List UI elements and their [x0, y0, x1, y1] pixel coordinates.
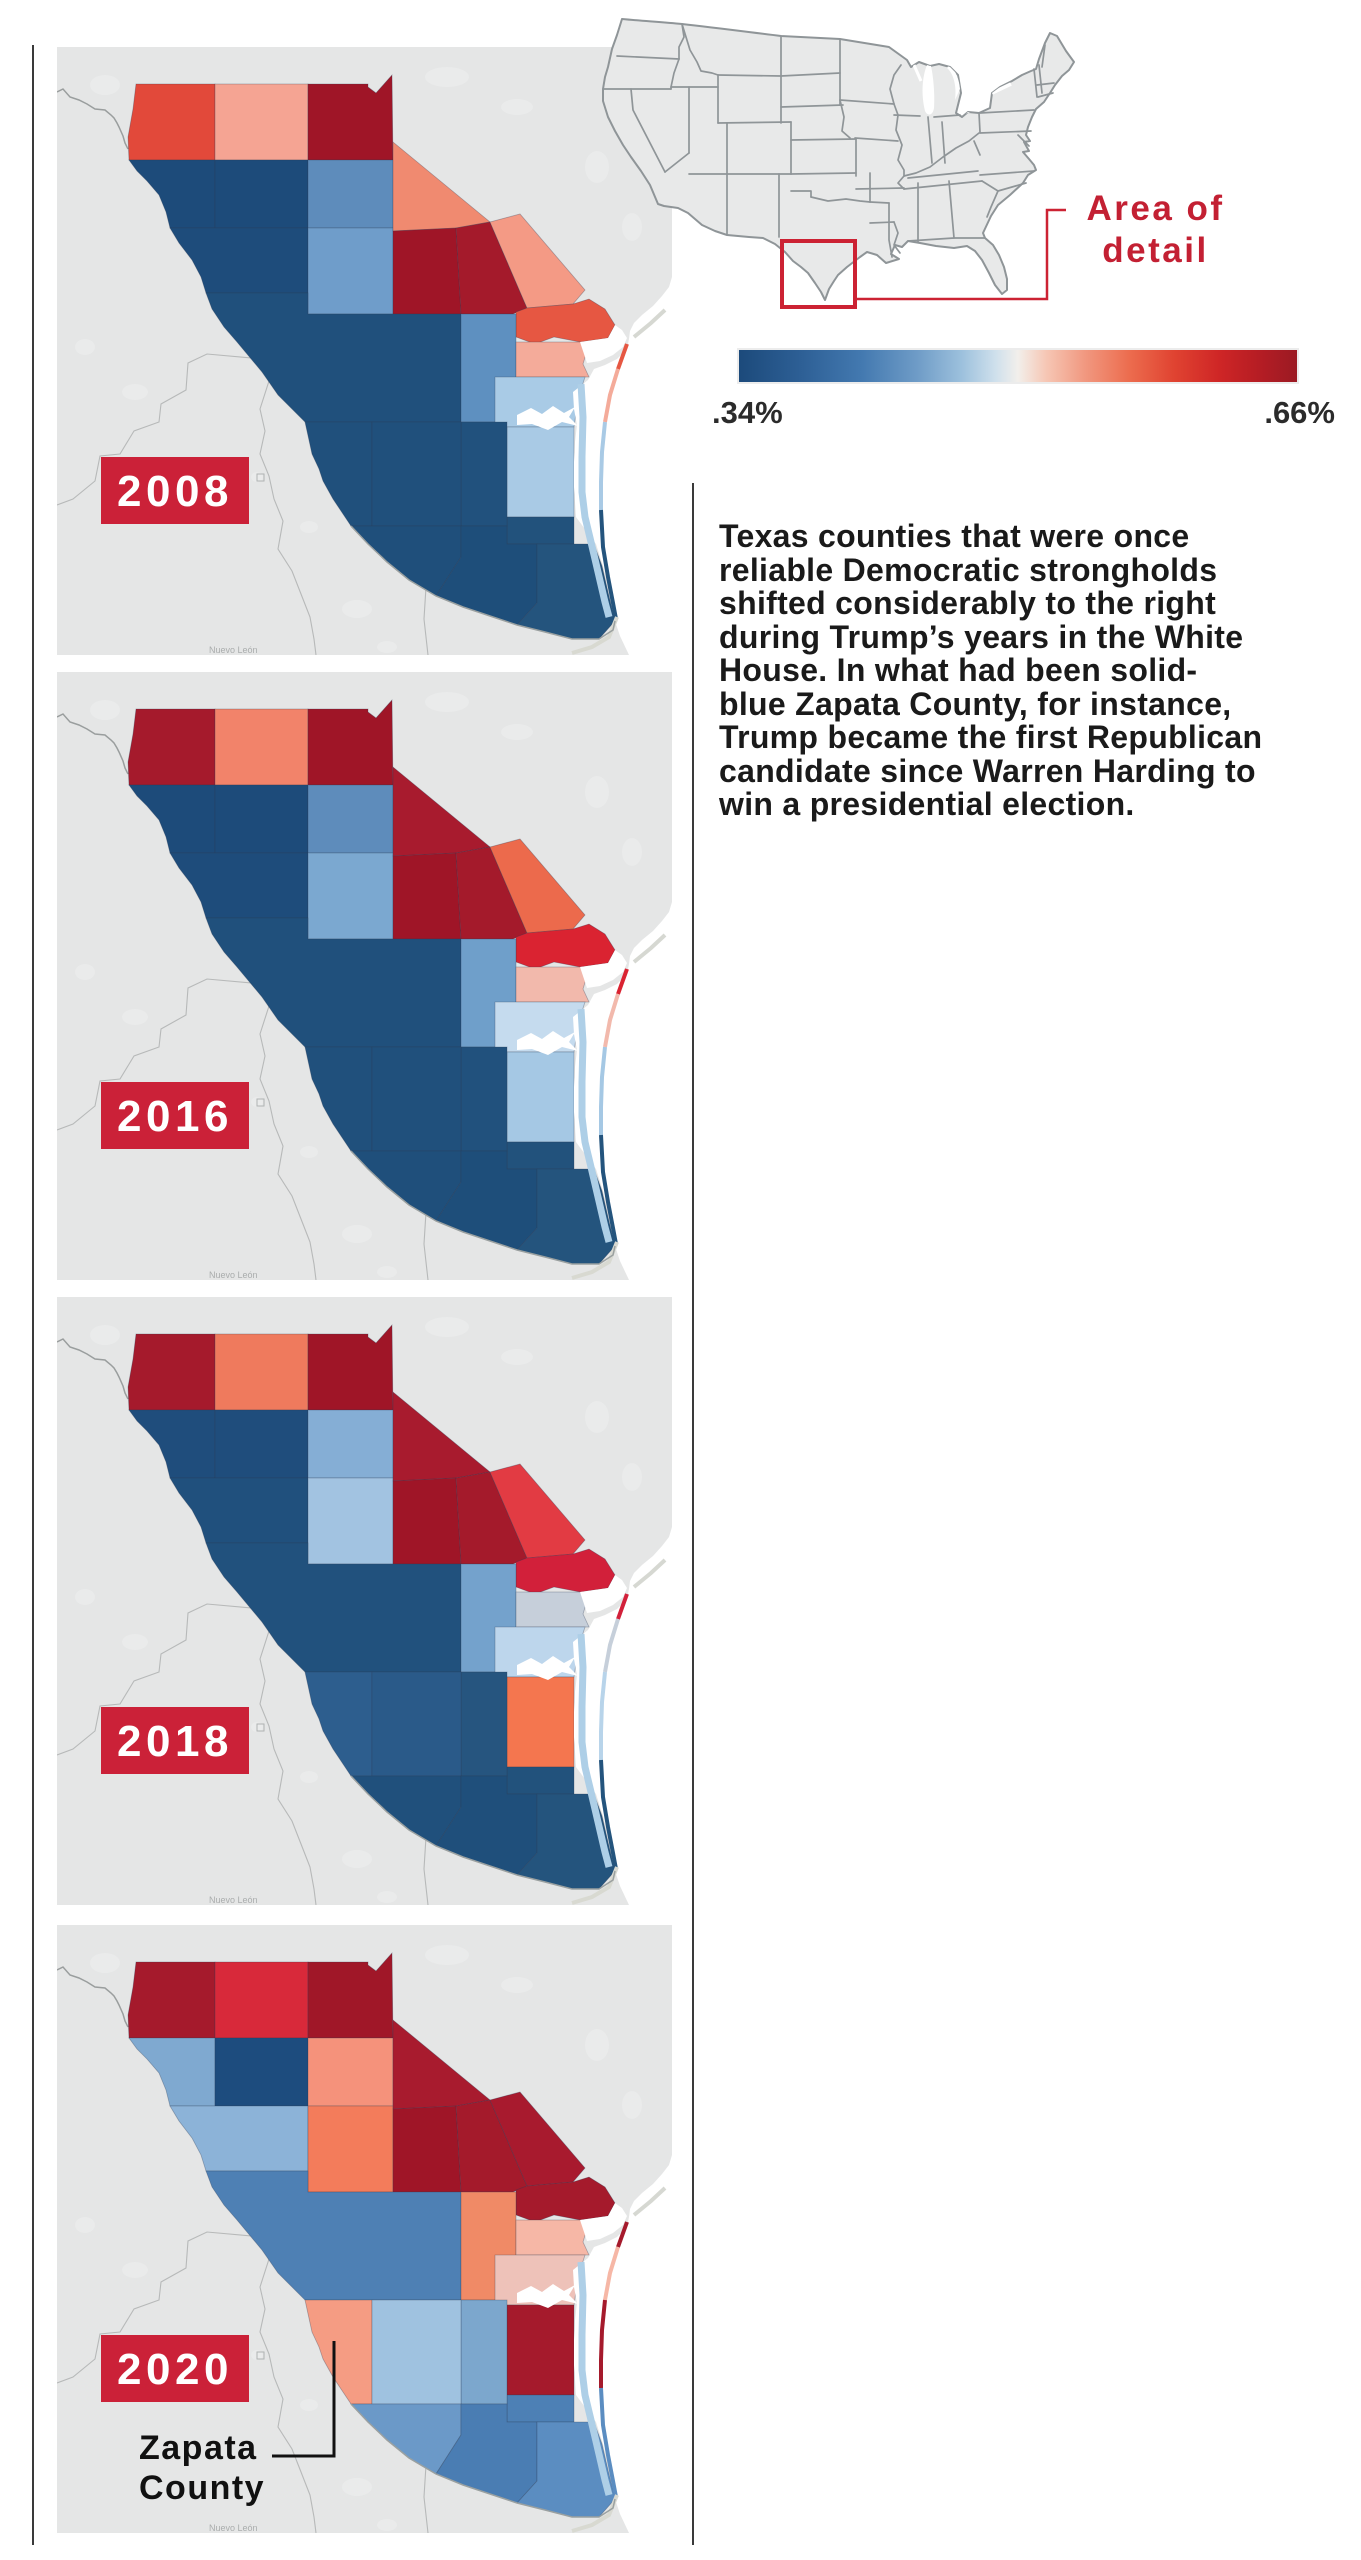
svg-text:Nuevo León: Nuevo León — [209, 2523, 258, 2533]
svg-text:Nuevo León: Nuevo León — [209, 1895, 258, 1905]
svg-text:Nuevo León: Nuevo León — [209, 645, 258, 655]
svg-text:Nuevo León: Nuevo León — [209, 1270, 258, 1280]
